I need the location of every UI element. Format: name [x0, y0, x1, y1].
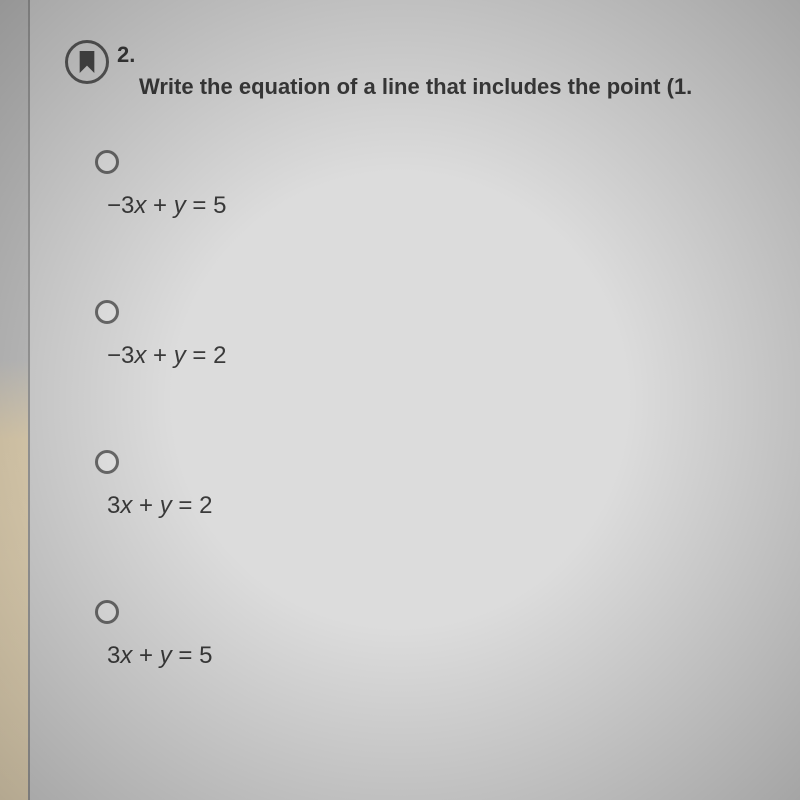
bookmark-icon — [76, 49, 98, 75]
option-equation: 3x + y = 5 — [107, 642, 780, 670]
question-prompt: Write the equation of a line that includ… — [139, 74, 780, 100]
answer-option: 3x + y = 2 — [95, 450, 780, 520]
answer-options: −3x + y = 5 −3x + y = 2 3x + y = 2 3x + y =… — [65, 150, 780, 670]
answer-option: −3x + y = 5 — [95, 150, 780, 220]
question-text-block: 2. Write the equation of a line that inc… — [117, 40, 780, 100]
radio-button[interactable] — [95, 600, 119, 624]
question-number: 2. — [117, 42, 780, 68]
option-equation: −3x + y = 2 — [107, 342, 780, 370]
answer-option: 3x + y = 5 — [95, 600, 780, 670]
question-panel: 2. Write the equation of a line that inc… — [30, 0, 800, 800]
left-sidebar-strip — [0, 0, 30, 800]
option-equation: −3x + y = 5 — [107, 192, 780, 220]
radio-button[interactable] — [95, 300, 119, 324]
answer-option: −3x + y = 2 — [95, 300, 780, 370]
bookmark-button[interactable] — [65, 40, 109, 84]
radio-button[interactable] — [95, 150, 119, 174]
option-equation: 3x + y = 2 — [107, 492, 780, 520]
question-header: 2. Write the equation of a line that inc… — [65, 40, 780, 100]
radio-button[interactable] — [95, 450, 119, 474]
